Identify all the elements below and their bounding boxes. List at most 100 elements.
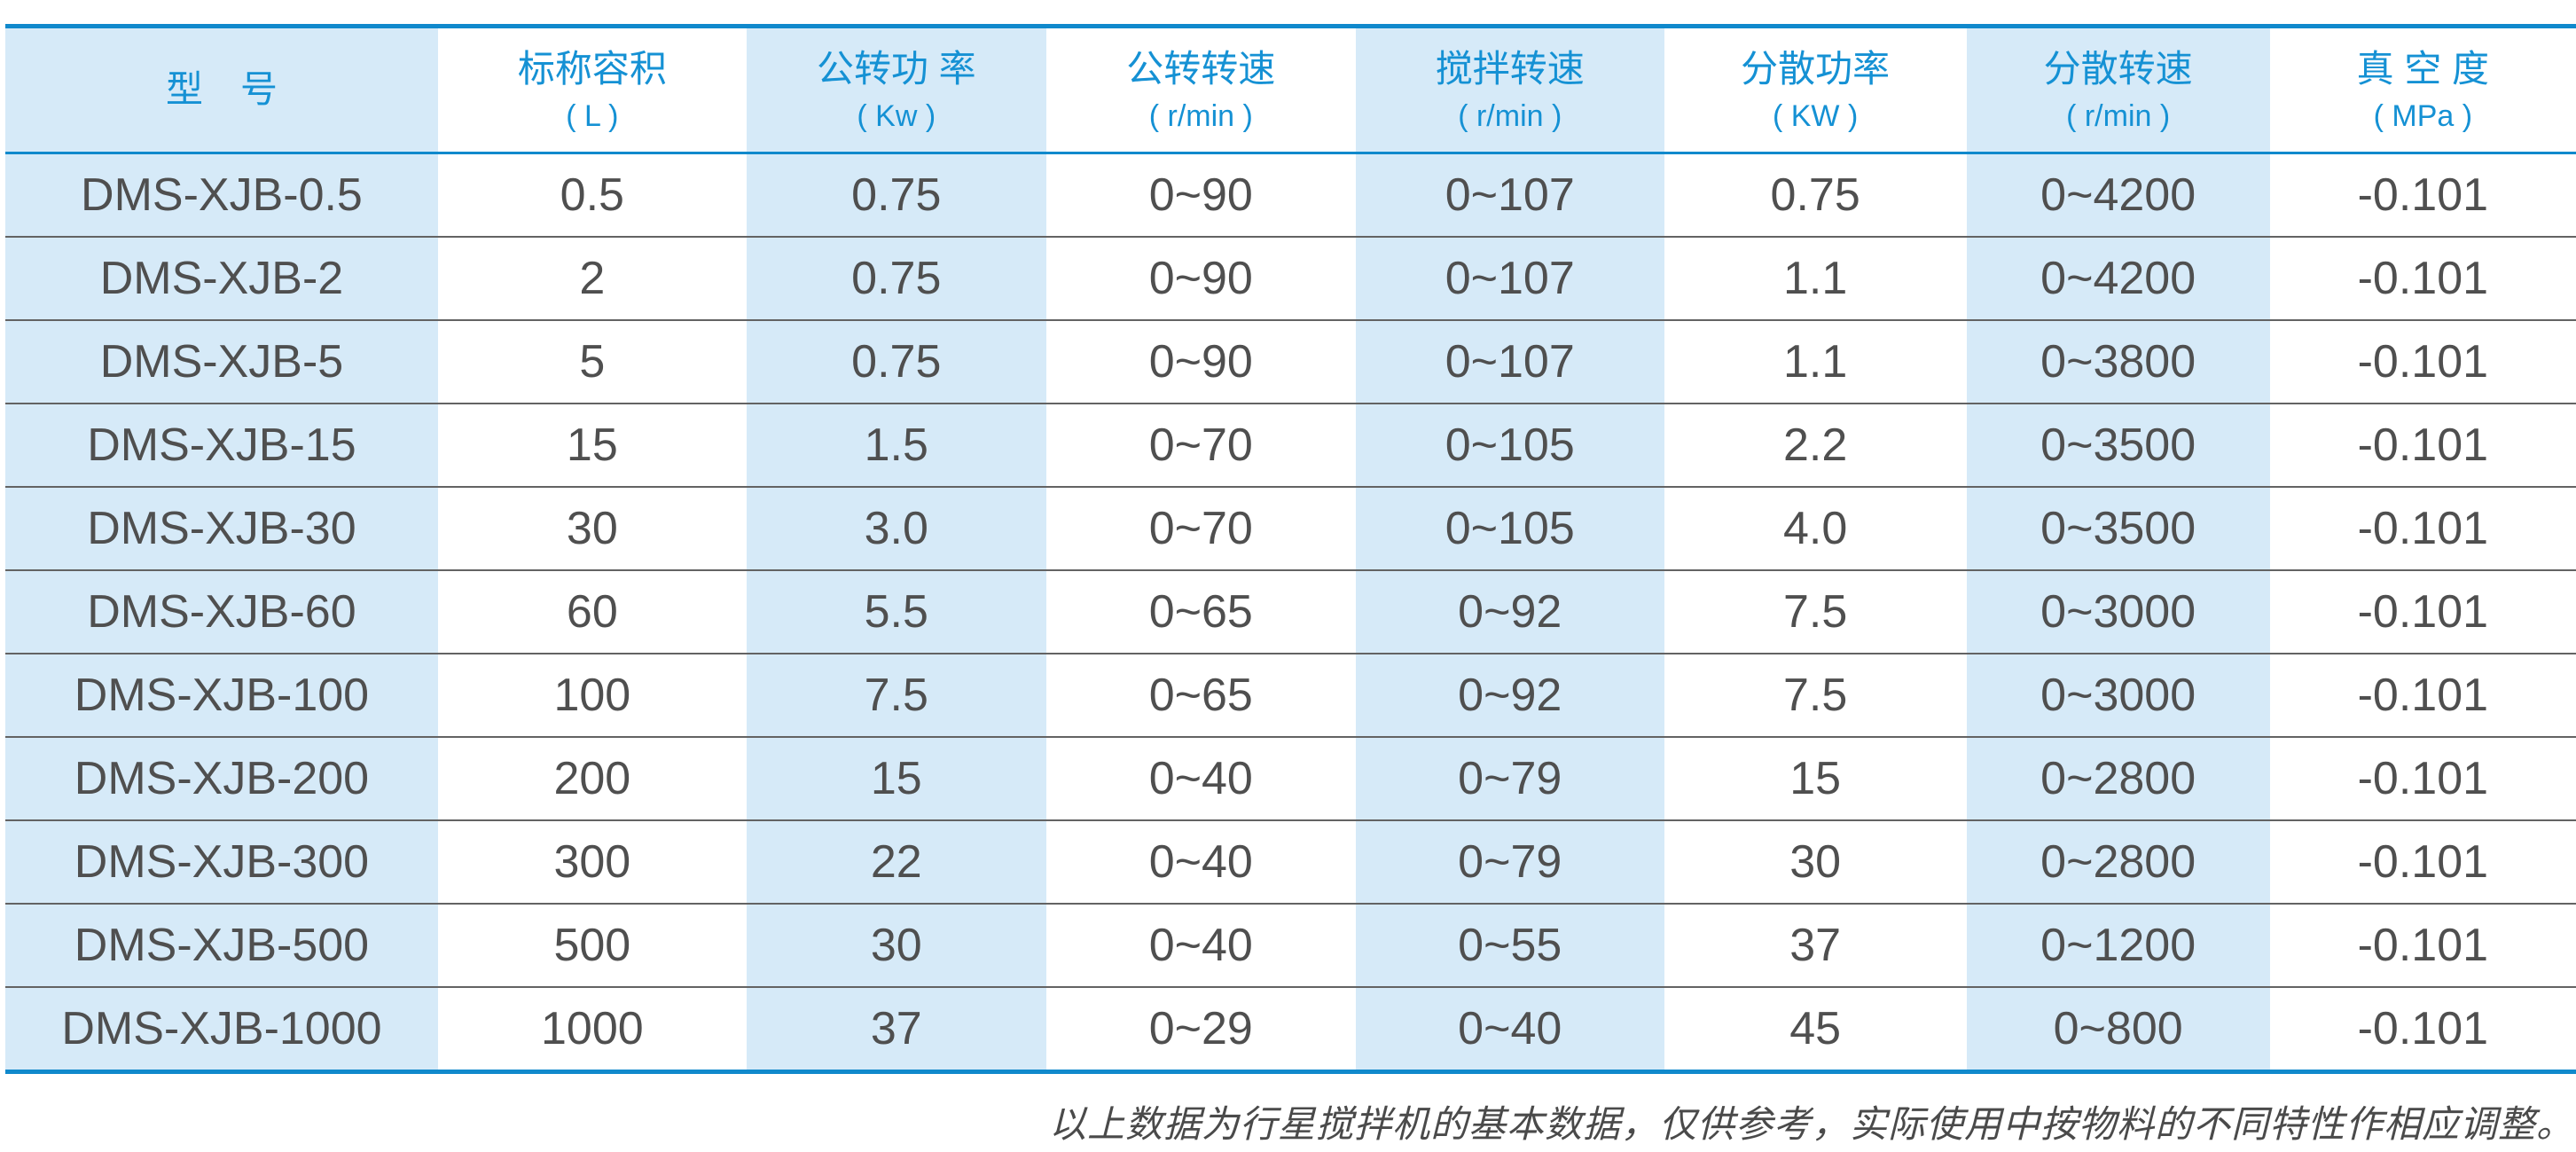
table-cell: -0.101: [2269, 986, 2576, 1072]
column-label: 真 空 度: [2356, 47, 2490, 90]
spec-table: 型 号 标称容积( L ) 公转功 率 ( Kw ) 公转转速( r/min ) 搅拌转速…: [5, 24, 2576, 1074]
table-cell: -0.101: [2269, 819, 2576, 904]
table-cell: 0~107: [1355, 236, 1664, 320]
table-body: DMS-XJB-0.5 0.5 0.75 0~90 0~107 0.75 0~4200 -0.…: [5, 153, 2576, 1072]
column-header-5: 搅拌转速 ( r/min ): [1355, 26, 1664, 154]
model-cell: DMS-XJB-300: [5, 819, 438, 904]
table-header-row: 型 号 标称容积( L ) 公转功 率 ( Kw ) 公转转速( r/min ) 搅拌转速…: [5, 26, 2576, 154]
table-cell: 0~79: [1355, 736, 1664, 820]
table-cell: 1000: [437, 986, 747, 1072]
column-header-6: 分散功率 ( KW ): [1664, 26, 1967, 154]
table-cell: 0~3800: [1966, 319, 2270, 404]
table-cell: 0.5: [560, 169, 624, 221]
model-cell: DMS-XJB-60: [5, 569, 438, 654]
table-cell: 60: [437, 569, 747, 654]
table-cell: 5: [437, 319, 747, 404]
model-cell: DMS-XJB-500: [5, 903, 438, 987]
table-cell: 0~70: [1045, 403, 1356, 487]
table-row: DMS-XJB-60 60 5.5 0~65 0~92 7.5 0~3000 -0.101: [5, 569, 2576, 654]
model-cell: DMS-XJB-15: [5, 403, 438, 487]
table-cell: 0~65: [1045, 569, 1356, 654]
table-cell: 200: [437, 736, 747, 820]
column-header-4: 公转转速 ( r/min ): [1045, 26, 1356, 154]
table-cell: 0~3000: [1966, 569, 2270, 654]
column-header-8: 真 空 度 ( MPa ): [2269, 26, 2576, 154]
table-cell: 0~2800: [1966, 819, 2270, 904]
model-cell: DMS-XJB-30: [5, 486, 438, 570]
table-row: DMS-XJB-2 2 0.75 0~90 0~107 1.1 0~4200 -0.101: [5, 236, 2576, 320]
table-cell: 0.75: [746, 236, 1046, 320]
model-cell: DMS-XJB-0.5: [5, 153, 438, 237]
table-cell: 1.1: [1664, 236, 1967, 320]
table-cell: 100: [437, 653, 747, 737]
table-cell: 30: [746, 903, 1046, 987]
table-cell: 4.0: [1664, 486, 1967, 570]
column-label: 分散功率: [1741, 47, 1891, 90]
table-cell: 0~3500: [1966, 403, 2270, 487]
model-cell: DMS-XJB-100: [5, 653, 438, 737]
table-cell: -0.101: [2269, 569, 2576, 654]
table-cell: 0.75: [746, 153, 1046, 237]
table-cell: 37: [746, 986, 1046, 1072]
table-cell: 5.5: [746, 569, 1046, 654]
table-row: DMS-XJB-100 100 7.5 0~65 0~92 7.5 0~3000 -0.101: [5, 653, 2576, 737]
table-cell: 30: [437, 486, 747, 570]
column-unit: ( r/min ): [2066, 98, 2171, 133]
column-header-1: 型 号: [5, 26, 438, 154]
table-cell: 45: [1664, 986, 1967, 1072]
table-cell: 3.0: [746, 486, 1046, 570]
table-cell: 500: [437, 903, 747, 987]
table-cell: 0~1200: [1966, 903, 2270, 987]
table-cell: 0~92: [1355, 569, 1664, 654]
table-cell: 15: [437, 403, 747, 487]
footnote: 以上数据为行星搅拌机的基本数据，仅供参考，实际使用中按物料的不同特性作相应调整。: [1048, 1105, 2574, 1146]
table-cell: 0.75: [1770, 169, 1860, 221]
table-cell: 15: [746, 736, 1046, 820]
column-header-3: 公转功 率 ( Kw ): [746, 26, 1046, 154]
table-cell: 0~800: [1966, 986, 2270, 1072]
table-row: DMS-XJB-5 5 0.75 0~90 0~107 1.1 0~3800 -0.101: [5, 319, 2576, 404]
table-cell: 2.2: [1664, 403, 1967, 487]
table-row: DMS-XJB-300 300 22 0~40 0~79 30 0~2800 -0.101: [5, 819, 2576, 904]
table-row: DMS-XJB-15 15 1.5 0~70 0~105 2.2 0~3500 -0.101: [5, 403, 2576, 487]
table-cell: 0~29: [1045, 986, 1356, 1072]
table-row: DMS-XJB-500 500 30 0~40 0~55 37 0~1200 -0.101: [5, 903, 2576, 987]
table-cell: 0~4200: [1966, 153, 2270, 237]
table-cell: 0~40: [1045, 819, 1356, 904]
table-cell: 7.5: [1664, 569, 1967, 654]
table-cell: 0~92: [1355, 653, 1664, 737]
table-cell: -0.101: [2269, 403, 2576, 487]
table-cell: 15: [1664, 736, 1967, 820]
table-cell: -0.101: [2269, 736, 2576, 820]
table-cell: 7.5: [746, 653, 1046, 737]
table-cell: 0~105: [1355, 486, 1664, 570]
table-cell: 1.1: [1664, 319, 1967, 404]
column-label: 公转功 率: [816, 47, 976, 90]
column-label: 型 号: [165, 68, 278, 111]
table-cell: 0~3000: [1966, 653, 2270, 737]
model-cell: DMS-XJB-2: [5, 236, 438, 320]
table-cell: 0~107: [1355, 319, 1664, 404]
table-cell: 2: [437, 236, 747, 320]
column-unit: ( r/min ): [1148, 98, 1253, 133]
table-row: DMS-XJB-1000 1000 37 0~29 0~40 45 0~800 -0.101: [5, 986, 2576, 1072]
table-row: DMS-XJB-0.5 0.5 0.75 0~90 0~107 0.75 0~4200 -0.…: [5, 153, 2576, 237]
table-cell: 0~90: [1045, 236, 1356, 320]
table-cell: 0.75: [746, 319, 1046, 404]
table-cell: 7.5: [1664, 653, 1967, 737]
table-cell: 0~3500: [1966, 486, 2270, 570]
table-cell: -0.101: [2269, 236, 2576, 320]
table-cell: 0~105: [1355, 403, 1664, 487]
model-cell: DMS-XJB-1000: [5, 986, 438, 1072]
table-row: DMS-XJB-30 30 3.0 0~70 0~105 4.0 0~3500 -0.101: [5, 486, 2576, 570]
column-label: 分散转速: [2043, 47, 2193, 90]
table-cell: 0~65: [1045, 653, 1356, 737]
table-cell: 30: [1664, 819, 1967, 904]
column-unit: ( Kw ): [857, 98, 936, 133]
column-header-7: 分散转速 ( r/min ): [1966, 26, 2270, 154]
column-header-2: 标称容积 ( L ): [437, 26, 747, 154]
table-cell: -0.101: [2269, 486, 2576, 570]
table-row: DMS-XJB-200 200 15 0~40 0~79 15 0~2800 -0.101: [5, 736, 2576, 820]
table-cell: 0~4200: [1966, 236, 2270, 320]
column-unit: ( r/min ): [1458, 98, 1562, 133]
